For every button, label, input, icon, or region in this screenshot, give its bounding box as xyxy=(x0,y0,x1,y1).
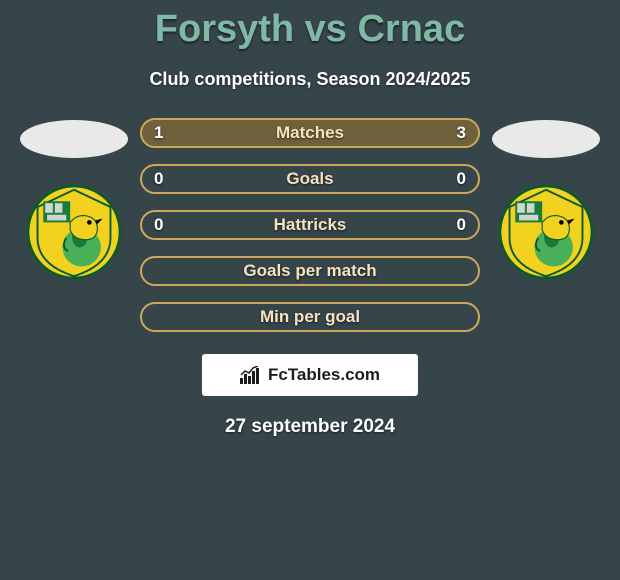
stat-label: Hattricks xyxy=(142,215,478,235)
stat-value-right: 3 xyxy=(457,123,466,143)
stat-row: Goals per match xyxy=(140,256,480,286)
stat-label: Goals per match xyxy=(142,261,478,281)
player-right-club-badge xyxy=(498,184,594,280)
comparison-subtitle: Club competitions, Season 2024/2025 xyxy=(0,69,620,90)
stat-row: 1Matches3 xyxy=(140,118,480,148)
player-left-club-badge xyxy=(26,184,122,280)
stat-row: 0Hattricks0 xyxy=(140,210,480,240)
brand-attribution[interactable]: FcTables.com xyxy=(202,354,418,396)
stat-label: Matches xyxy=(142,123,478,143)
comparison-title: Forsyth vs Crnac xyxy=(0,0,620,51)
stat-value-right: 0 xyxy=(457,169,466,189)
player-right-avatar-placeholder xyxy=(492,120,600,158)
player-right-column xyxy=(486,118,606,280)
stat-row: Min per goal xyxy=(140,302,480,332)
stat-row: 0Goals0 xyxy=(140,164,480,194)
brand-text: FcTables.com xyxy=(268,365,380,385)
brand-chart-icon xyxy=(240,366,262,384)
stat-label: Goals xyxy=(142,169,478,189)
stat-label: Min per goal xyxy=(142,307,478,327)
stats-column: 1Matches30Goals00Hattricks0Goals per mat… xyxy=(134,118,486,332)
stat-value-right: 0 xyxy=(457,215,466,235)
comparison-date: 27 september 2024 xyxy=(0,416,620,438)
player-left-column xyxy=(14,118,134,280)
player-left-avatar-placeholder xyxy=(20,120,128,158)
